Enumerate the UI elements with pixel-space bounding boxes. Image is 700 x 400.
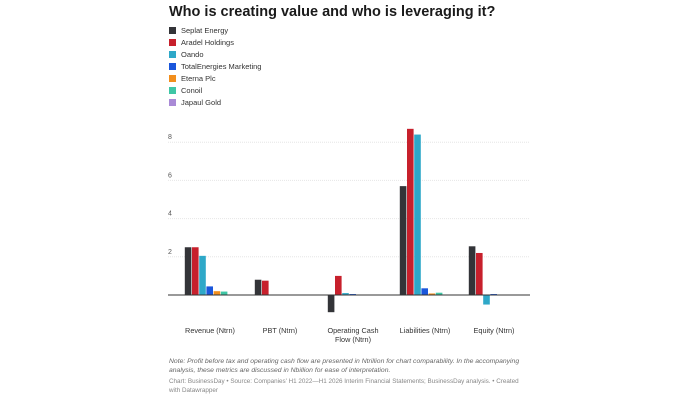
legend-label: Japaul Gold xyxy=(181,97,222,107)
bar xyxy=(483,295,490,305)
legend-swatch xyxy=(169,38,176,46)
bar xyxy=(254,279,262,295)
bar xyxy=(435,292,443,295)
bar xyxy=(468,246,476,295)
bar xyxy=(407,128,414,295)
legend-item: Oando xyxy=(169,48,261,60)
legend-item: Seplat Energy xyxy=(169,24,261,36)
bar xyxy=(335,275,342,295)
legend-label: Aradel Holdings xyxy=(181,37,234,47)
y-tick-label: 8 xyxy=(168,134,172,141)
legend-item: TotalEnergies Marketing xyxy=(169,60,261,72)
bar xyxy=(399,186,407,295)
legend-swatch xyxy=(169,62,176,70)
bar xyxy=(206,286,213,295)
chart-note: Note: Profit before tax and operating ca… xyxy=(169,358,520,374)
bar xyxy=(192,247,199,295)
legend-swatch xyxy=(169,74,176,82)
legend-label: Oando xyxy=(181,49,204,59)
x-category-label: Revenue (Ntrn) xyxy=(185,326,235,335)
legend-swatch xyxy=(169,26,176,34)
legend-item: Conoil xyxy=(169,84,261,96)
x-category-label: Operating Cash xyxy=(327,326,378,335)
x-category-label: PBT (Ntrn) xyxy=(263,326,298,335)
y-tick-label: 6 xyxy=(168,172,172,179)
legend-label: Seplat Energy xyxy=(181,25,229,35)
x-category-label: Flow (Ntrn) xyxy=(335,335,371,344)
chart-title: Who is creating value and who is leverag… xyxy=(169,4,496,20)
legend-label: TotalEnergies Marketing xyxy=(181,61,262,71)
bar xyxy=(327,295,335,313)
x-category-label: Liabilities (Ntrn) xyxy=(400,326,451,335)
legend-label: Eterna Plc xyxy=(181,73,216,83)
chart-credit: Chart: BusinessDay • Source: Companies' … xyxy=(169,378,519,394)
bar xyxy=(220,291,228,295)
legend: Seplat Energy Aradel Holdings Oando TotalEn… xyxy=(169,24,261,108)
bar xyxy=(342,293,349,295)
legend-item: Eterna Plc xyxy=(169,72,261,84)
y-tick-label: 2 xyxy=(168,249,172,256)
bar xyxy=(184,247,192,295)
legend-swatch xyxy=(169,98,176,106)
bar xyxy=(421,288,428,295)
legend-swatch xyxy=(169,86,176,94)
legend-item: Aradel Holdings xyxy=(169,36,261,48)
legend-item: Japaul Gold xyxy=(169,96,261,108)
legend-label: Conoil xyxy=(181,85,203,95)
bar xyxy=(414,134,421,295)
bar xyxy=(428,293,436,295)
x-category-label: Equity (Ntrn) xyxy=(474,326,515,335)
bar xyxy=(199,255,206,295)
y-tick-label: 4 xyxy=(168,211,172,218)
bar xyxy=(262,280,269,295)
bar xyxy=(476,252,483,295)
bar xyxy=(213,291,221,295)
legend-swatch xyxy=(169,50,176,58)
